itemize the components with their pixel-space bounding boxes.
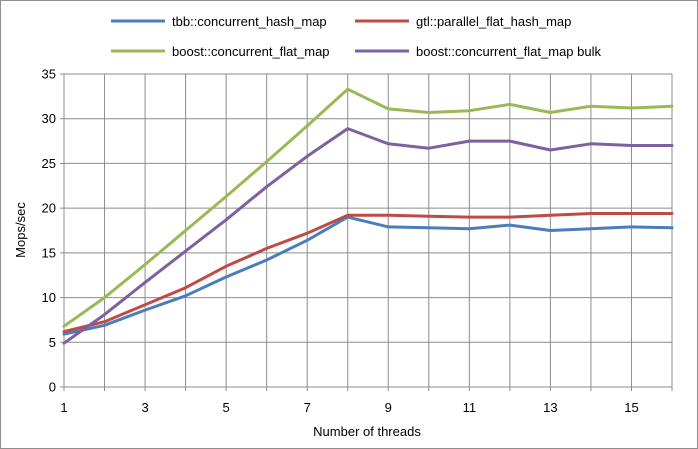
series-line-1 bbox=[62, 215, 674, 336]
legend-label: boost::concurrent_flat_map bulk bbox=[416, 44, 601, 59]
x-tick-label: 1 bbox=[60, 400, 67, 415]
y-axis-title: Mops/sec bbox=[13, 202, 28, 258]
x-tick-label: 15 bbox=[624, 400, 638, 415]
x-tick-label: 3 bbox=[141, 400, 148, 415]
y-tick-label: 15 bbox=[42, 245, 56, 260]
x-axis-title: Number of threads bbox=[313, 424, 421, 439]
y-tick-label: 5 bbox=[49, 335, 56, 350]
series-line-4 bbox=[62, 127, 674, 345]
y-tick-label: 0 bbox=[49, 380, 56, 395]
x-tick-label: 7 bbox=[304, 400, 311, 415]
y-tick-label: 20 bbox=[42, 201, 56, 216]
legend-item-2: gtl::parallel_flat_hash_map bbox=[355, 14, 571, 29]
legend: tbb::concurrent_hash_map gtl::parallel_fl… bbox=[111, 14, 601, 59]
y-tick-label: 35 bbox=[42, 67, 56, 82]
y-tick-label: 25 bbox=[42, 156, 56, 171]
x-tick-label: 11 bbox=[463, 400, 477, 415]
series-lines bbox=[62, 87, 674, 345]
y-tick-label: 10 bbox=[42, 290, 56, 305]
legend-item-3: boost::concurrent_flat_map bbox=[111, 44, 330, 59]
legend-label: boost::concurrent_flat_map bbox=[172, 44, 330, 59]
legend-item-1: tbb::concurrent_hash_map bbox=[111, 14, 327, 29]
legend-item-4: boost::concurrent_flat_map bulk bbox=[355, 44, 601, 59]
legend-label: tbb::concurrent_hash_map bbox=[172, 14, 327, 29]
legend-label: gtl::parallel_flat_hash_map bbox=[416, 14, 571, 29]
series-line-3 bbox=[62, 87, 674, 328]
x-tick-label: 5 bbox=[223, 400, 230, 415]
x-tick-label: 13 bbox=[543, 400, 557, 415]
y-tick-label: 30 bbox=[42, 111, 56, 126]
series-line-2 bbox=[62, 212, 674, 334]
x-tick-label: 9 bbox=[385, 400, 392, 415]
